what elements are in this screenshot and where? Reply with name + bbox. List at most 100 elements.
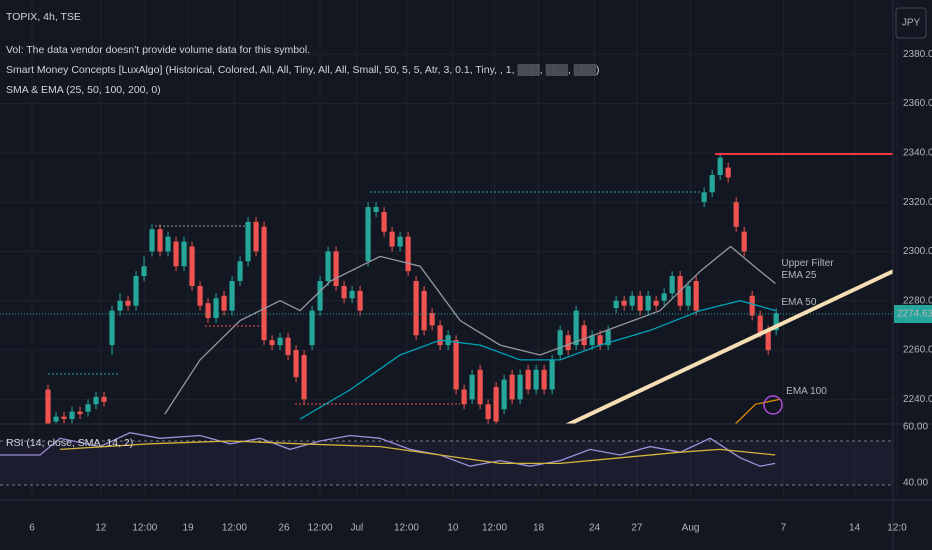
candle-body	[357, 290, 363, 311]
main-plot	[0, 152, 893, 424]
candle-body	[525, 369, 531, 390]
candle-body	[669, 276, 675, 294]
candle-body	[453, 340, 459, 390]
candle-body	[413, 281, 419, 336]
candle-body	[701, 192, 707, 203]
candle-body	[101, 396, 107, 402]
candle-body	[477, 369, 483, 405]
candle-body	[709, 175, 715, 193]
candle-body	[637, 295, 643, 311]
y-tick-label: 2280.00	[903, 295, 932, 306]
y-tick-label: 2380.00	[903, 49, 932, 60]
axes: 6 12 12:00 19 12:00 26 12:00 Jul 12:00 10 12:00 18 2…	[29, 49, 932, 534]
y-tick-label: 2260.00	[903, 345, 932, 356]
x-tick-label: 7	[781, 523, 787, 534]
candle-body	[93, 396, 99, 405]
candle-body	[149, 229, 155, 252]
candle-body	[493, 387, 499, 422]
annotation: Upper Filter	[781, 258, 834, 269]
candle-body	[45, 389, 51, 424]
candle-body	[237, 261, 243, 282]
candle-body	[533, 369, 539, 390]
x-tick-label: 12:00	[308, 523, 333, 534]
candle-body	[757, 315, 763, 333]
candle-body	[653, 300, 659, 306]
candle-body	[349, 290, 355, 299]
ma-label: EMA 50	[781, 297, 816, 308]
candle-body	[733, 202, 739, 227]
candle-body	[293, 350, 299, 378]
candle-body	[165, 236, 171, 252]
y-tick-label: 2240.00	[903, 394, 932, 405]
candle-body	[597, 335, 603, 346]
indicator-legend: Vol: The data vendor doesn't provide vol…	[6, 44, 310, 56]
candle-body	[661, 293, 667, 301]
candle-body	[509, 374, 515, 400]
candle-body	[117, 300, 123, 311]
candle-body	[173, 241, 179, 267]
candle-body	[445, 335, 451, 346]
candle-body	[749, 295, 755, 316]
candle-body	[429, 313, 435, 326]
candle-body	[557, 330, 563, 355]
candle-body	[693, 281, 699, 311]
candle-body	[109, 310, 115, 346]
y-tick-label: 2300.00	[903, 246, 932, 257]
currency-button[interactable]	[895, 7, 927, 39]
candle-body	[573, 310, 579, 346]
candle-body	[645, 295, 651, 311]
rsi-tick-label: 60.00	[903, 422, 928, 433]
x-tick-label: 10	[447, 523, 459, 534]
candle-body	[565, 335, 571, 351]
rsi-line	[0, 432, 776, 467]
candle-body	[501, 379, 507, 410]
candle-body	[773, 313, 779, 331]
candle-body	[765, 330, 771, 351]
symbol-title: TOPIX, 4h, TSE	[6, 11, 81, 23]
candle-body	[469, 374, 475, 400]
candle-body	[333, 251, 339, 286]
rsi-line	[59, 440, 776, 465]
candle-body	[253, 221, 259, 252]
candle-body	[317, 281, 323, 311]
x-tick-label: 26	[279, 523, 291, 534]
candle-body	[461, 389, 467, 405]
candle-body	[373, 207, 379, 212]
rsi-pane	[0, 432, 776, 467]
candle-body	[69, 411, 75, 420]
candle-body	[205, 303, 211, 318]
last-price-label: 2274.63	[897, 309, 932, 320]
x-tick-label: 12:00	[482, 523, 507, 534]
candle-body	[197, 285, 203, 306]
candle-body	[741, 231, 747, 252]
candle-body	[685, 285, 691, 306]
indicator-legend: Smart Money Concepts [LuxAlgo] (Historic…	[6, 64, 600, 76]
rsi-plot	[0, 432, 776, 467]
candle-body	[85, 404, 91, 412]
candle-body	[221, 295, 227, 311]
moving-average	[299, 300, 776, 420]
candle-body	[277, 337, 283, 346]
candle-body	[189, 246, 195, 286]
currency-label: JPY	[902, 18, 921, 29]
trend-line	[564, 269, 893, 424]
x-tick-label: 18	[533, 523, 545, 534]
moving-average	[734, 398, 781, 424]
alert-icon	[763, 395, 783, 415]
candle-body	[245, 221, 251, 262]
candle-body	[541, 369, 547, 390]
x-tick-label: 12:00	[222, 523, 247, 534]
rsi-legend: RSI (14, close, SMA, 14, 2)	[6, 437, 133, 449]
candle-body	[261, 226, 267, 341]
candle-body	[517, 374, 523, 400]
candle-body	[437, 325, 443, 346]
candle-body	[53, 416, 59, 422]
x-tick-label: 12:00	[394, 523, 419, 534]
candle-body	[605, 330, 611, 346]
candle-body	[325, 251, 331, 282]
candle-body	[365, 207, 371, 262]
candle-body	[621, 300, 627, 306]
last-price-badge	[894, 304, 932, 323]
x-tick-label: Aug	[682, 523, 700, 534]
